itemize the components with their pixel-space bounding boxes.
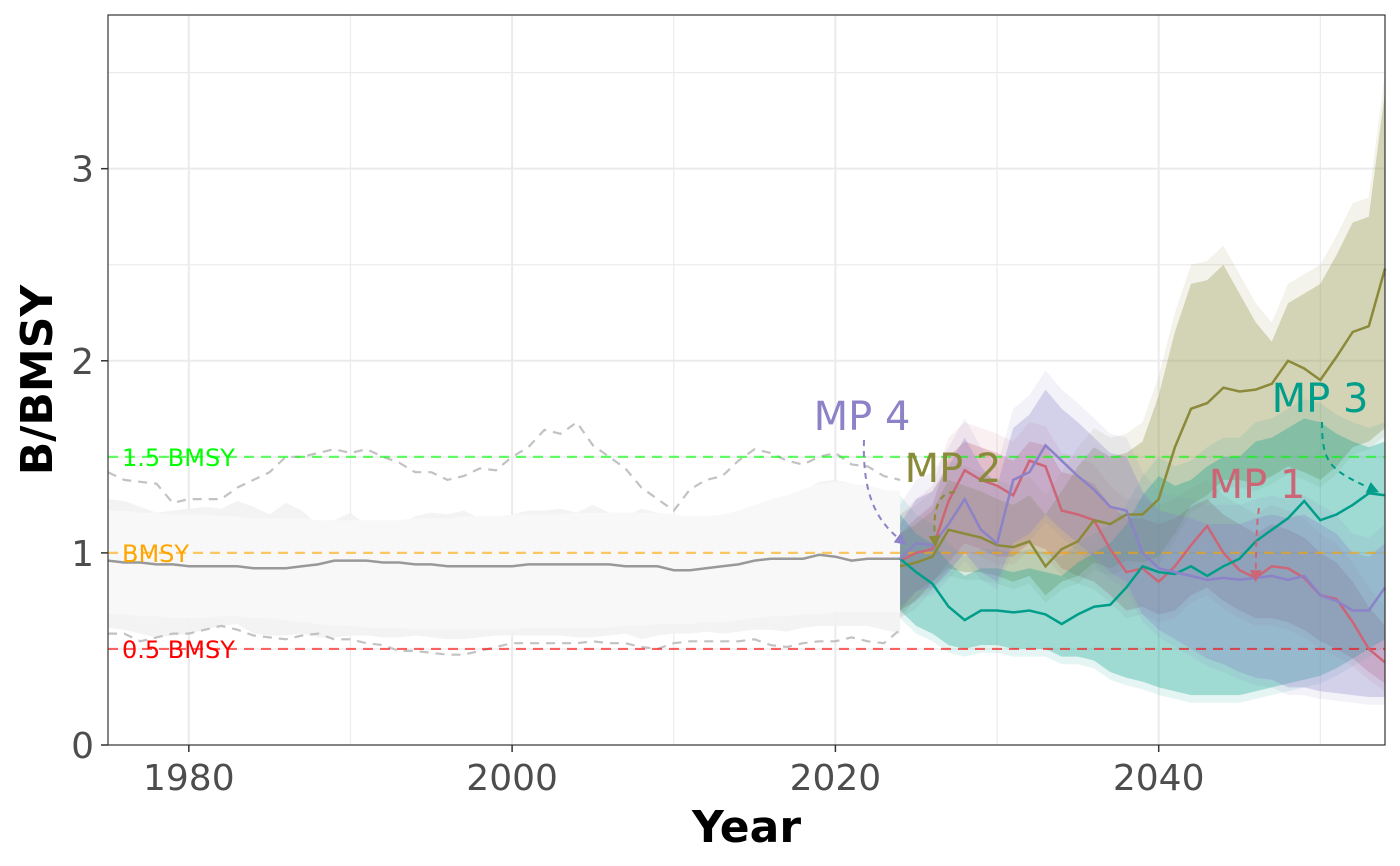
- ref-label-1-5-bmsy: 1.5 BMSY: [122, 444, 235, 472]
- y-tick-label: 1: [71, 534, 94, 575]
- mp-3-arrow: [1321, 421, 1380, 493]
- ref-label-bmsy: BMSY: [122, 540, 189, 568]
- axis-ticks: 1980 2000 2020 2040 0 1 2 3: [71, 150, 1204, 799]
- mp-4-outer-band: [900, 370, 1385, 705]
- historical-median-line: [107, 553, 901, 572]
- historical-layer: [107, 420, 901, 656]
- mp-3-label: MP 3: [1272, 376, 1369, 422]
- mp-1-label: MP 1: [1209, 462, 1306, 508]
- mp-4-inner-band: [900, 389, 1385, 697]
- plot-panel-border: [107, 14, 1386, 746]
- mp-3-inner-band: [900, 418, 1385, 696]
- projection-lines: [899, 268, 1387, 664]
- mp-2-median-line: [899, 268, 1387, 569]
- mp-2-arrow: [928, 491, 956, 548]
- series-annotations: MP 1 MP 2 MP 3 MP 4: [814, 376, 1380, 583]
- mp-2-label: MP 2: [905, 446, 1002, 492]
- x-tick-label: 2040: [1113, 758, 1205, 799]
- y-axis-title: B/BMSY: [12, 284, 63, 476]
- y-tick-label: 0: [71, 726, 94, 767]
- mp-2-outer-band: [900, 72, 1385, 619]
- x-axis-title: Year: [691, 802, 801, 853]
- y-tick-label: 2: [71, 342, 94, 383]
- y-tick-label: 3: [71, 150, 94, 191]
- mp-1-outer-band: [900, 422, 1385, 692]
- x-tick-label: 2000: [466, 758, 558, 799]
- x-tick-label: 1980: [143, 758, 235, 799]
- mp-1-arrow: [1249, 507, 1262, 583]
- historical-lower-dashed-line: [108, 624, 901, 656]
- reference-lines: 1.5 BMSY BMSY 0.5 BMSY: [108, 444, 1385, 664]
- historical-inner-band: [108, 481, 901, 630]
- mp-1-inner-band: [900, 441, 1385, 684]
- ref-label-0-5-bmsy: 0.5 BMSY: [122, 636, 235, 664]
- mp-3-median-line: [899, 491, 1386, 626]
- mp-4-label: MP 4: [814, 394, 911, 440]
- mp-4-median-line: [899, 443, 1387, 612]
- historical-upper-dashed-line: [107, 420, 901, 513]
- mp-4-arrow: [862, 439, 907, 545]
- x-tick-label: 2020: [790, 758, 882, 799]
- mp-2-inner-band: [900, 91, 1385, 611]
